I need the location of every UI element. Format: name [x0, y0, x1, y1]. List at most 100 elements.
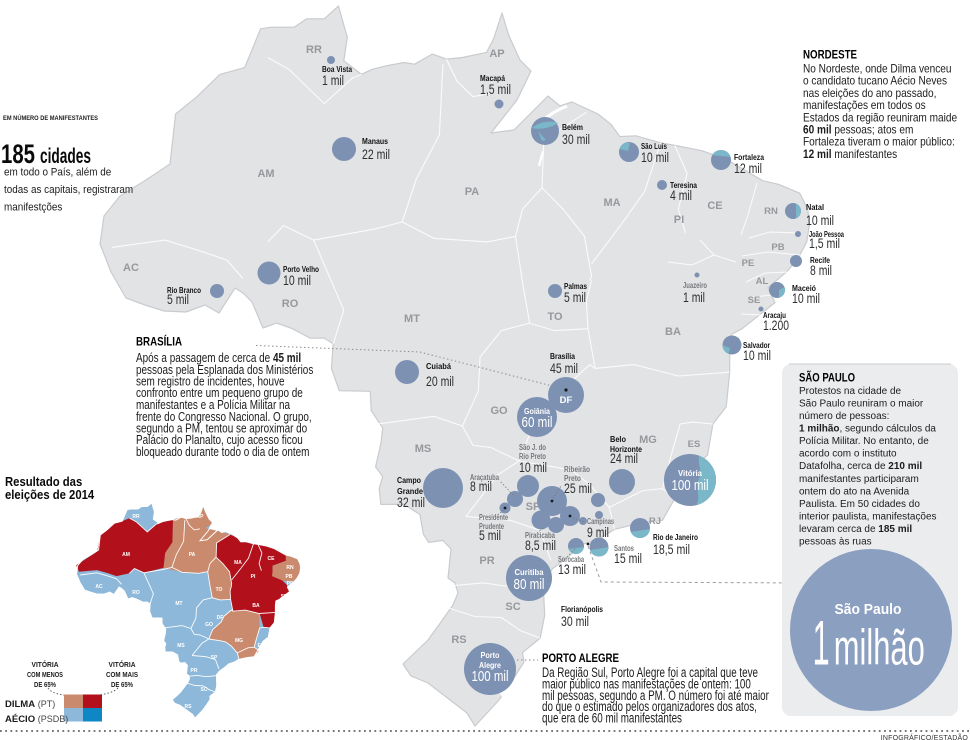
- svg-text:maior público nas manifestaçõe: maior público nas manifestações de ontem…: [542, 676, 751, 692]
- svg-text:do que o estimado pelos organi: do que o estimado pelos organizadores do…: [542, 699, 757, 715]
- svg-text:10 mil: 10 mil: [743, 348, 771, 363]
- svg-text:Belém: Belém: [562, 123, 583, 132]
- svg-text:PE: PE: [287, 581, 294, 587]
- svg-text:confronto entre um pequeno gru: confronto entre um pequeno grupo de: [136, 387, 303, 400]
- svg-text:DF: DF: [560, 395, 573, 406]
- svg-text:60 mil: 60 mil: [522, 414, 553, 431]
- svg-text:todas as capitais, registraram: todas as capitais, registraram: [4, 185, 133, 197]
- svg-text:AC: AC: [123, 262, 139, 274]
- svg-text:MT: MT: [404, 313, 420, 325]
- svg-text:MT: MT: [175, 601, 182, 607]
- svg-text:Curitiba: Curitiba: [515, 567, 544, 577]
- svg-text:10 mil: 10 mil: [806, 213, 834, 228]
- svg-text:13 mil: 13 mil: [558, 562, 586, 577]
- svg-text:levaram cerca de 185 mil: levaram cerca de 185 mil: [799, 524, 912, 535]
- svg-text:MA: MA: [234, 560, 242, 566]
- svg-text:15 mil: 15 mil: [614, 551, 642, 566]
- svg-text:Recife: Recife: [810, 256, 830, 265]
- svg-text:Rio Branco: Rio Branco: [167, 286, 201, 295]
- svg-text:SC: SC: [201, 687, 208, 693]
- svg-text:MS: MS: [177, 643, 185, 649]
- svg-text:nas eleições do ano passado,: nas eleições do ano passado,: [803, 87, 936, 100]
- svg-text:AL: AL: [756, 276, 769, 287]
- svg-text:RO: RO: [132, 590, 140, 596]
- svg-text:SP: SP: [211, 655, 218, 661]
- svg-text:ES: ES: [688, 439, 701, 450]
- svg-text:10 mil: 10 mil: [641, 150, 669, 165]
- svg-text:Cuiabá: Cuiabá: [426, 362, 452, 371]
- svg-text:9 mil: 9 mil: [587, 525, 609, 540]
- svg-text:Manaus: Manaus: [362, 137, 388, 146]
- svg-text:PI: PI: [674, 214, 684, 226]
- svg-text:10 mil: 10 mil: [519, 460, 547, 475]
- svg-text:No Nordeste, onde Dilma venceu: No Nordeste, onde Dilma venceu: [803, 63, 951, 76]
- svg-text:PR: PR: [191, 668, 198, 674]
- svg-text:TO: TO: [547, 311, 563, 323]
- svg-text:MS: MS: [415, 443, 432, 455]
- svg-text:Palácio do Planalto, cujo aces: Palácio do Planalto, cujo acesso ficou: [136, 434, 303, 447]
- svg-text:ontem do ato na Avenida: ontem do ato na Avenida: [799, 486, 910, 497]
- svg-text:1 mil: 1 mil: [683, 290, 705, 305]
- svg-text:Palmas: Palmas: [564, 282, 587, 291]
- svg-text:PA: PA: [465, 186, 480, 198]
- svg-text:5 mil: 5 mil: [564, 290, 586, 305]
- svg-text:AÉCIO (PSDB): AÉCIO (PSDB): [5, 714, 68, 725]
- svg-text:AM: AM: [257, 168, 274, 180]
- svg-text:SP: SP: [526, 501, 541, 513]
- svg-text:CE: CE: [268, 556, 276, 562]
- svg-text:pessoas às ruas: pessoas às ruas: [799, 536, 872, 547]
- svg-text:18,5 mil: 18,5 mil: [653, 542, 690, 557]
- svg-text:PA: PA: [189, 552, 196, 558]
- svg-text:SE: SE: [748, 295, 761, 306]
- svg-text:Aracaju: Aracaju: [763, 311, 786, 320]
- svg-text:PI: PI: [251, 574, 256, 580]
- svg-text:RR: RR: [132, 514, 140, 520]
- svg-text:RS: RS: [185, 704, 193, 710]
- svg-text:MG: MG: [639, 434, 657, 446]
- svg-text:em todo o País, além de: em todo o País, além de: [4, 167, 111, 179]
- svg-text:eleições de 2014: eleições de 2014: [5, 487, 94, 502]
- svg-text:manifestações em todos os: manifestações em todos os: [803, 99, 926, 112]
- svg-text:PE: PE: [742, 258, 755, 269]
- svg-text:30 mil: 30 mil: [562, 132, 590, 147]
- svg-text:sem registro de incidentes, ho: sem registro de incidentes, houve: [136, 375, 285, 388]
- svg-text:COM MENOS: COM MENOS: [27, 670, 63, 679]
- svg-text:RJ: RJ: [649, 516, 661, 527]
- svg-text:MA: MA: [603, 197, 620, 209]
- svg-text:Vitória: Vitória: [678, 468, 702, 478]
- svg-text:Resultado das: Resultado das: [5, 474, 82, 489]
- svg-text:24 mil: 24 mil: [610, 451, 638, 466]
- svg-text:12 mil: 12 mil: [734, 161, 762, 176]
- svg-text:1 mil: 1 mil: [322, 73, 344, 88]
- svg-text:EM NÚMERO DE MANIFESTANTES: EM NÚMERO DE MANIFESTANTES: [3, 113, 99, 122]
- svg-text:10 mil: 10 mil: [283, 273, 311, 288]
- svg-text:Campo: Campo: [397, 476, 421, 485]
- svg-text:São J. do: São J. do: [519, 443, 546, 452]
- svg-text:8,5 mil: 8,5 mil: [525, 538, 556, 553]
- svg-text:Florianópolis: Florianópolis: [561, 605, 603, 614]
- svg-text:Estados da região reuniram mai: Estados da região reuniram maide: [803, 112, 957, 125]
- svg-text:Piracicaba: Piracicaba: [525, 531, 555, 540]
- svg-text:1.200: 1.200: [763, 318, 789, 333]
- svg-text:1,5 mil: 1,5 mil: [480, 82, 511, 97]
- svg-text:PORTO ALEGRE: PORTO ALEGRE: [542, 653, 619, 665]
- svg-text:AL: AL: [289, 588, 296, 594]
- svg-text:BA: BA: [252, 603, 260, 609]
- svg-text:pessoas pela Esplanada dos Min: pessoas pela Esplanada dos Ministérios: [136, 364, 313, 377]
- svg-text:Grande: Grande: [397, 487, 424, 496]
- svg-text:PB: PB: [771, 242, 784, 253]
- svg-text:CE: CE: [707, 200, 722, 212]
- svg-text:manifestantes e a Polícia Mili: manifestantes e a Polícia Militar na: [136, 399, 291, 412]
- svg-text:São Paulo reuniram o maior: São Paulo reuniram o maior: [799, 398, 924, 409]
- svg-text:Brasília: Brasília: [550, 352, 575, 361]
- svg-text:Fortaleza tiveram o maior públ: Fortaleza tiveram o maior público:: [803, 136, 955, 149]
- svg-text:BA: BA: [665, 326, 681, 338]
- svg-text:Salvador: Salvador: [743, 341, 770, 350]
- svg-text:acordo com o instituto: acordo com o instituto: [799, 449, 897, 460]
- svg-text:Macapá: Macapá: [480, 74, 505, 83]
- svg-text:segundo a PM, tentou se aproxi: segundo a PM, tentou se aproximar do: [136, 422, 307, 435]
- svg-text:Juazeiro: Juazeiro: [683, 281, 707, 290]
- svg-text:mil pessoas, segundo a PM. O n: mil pessoas, segundo a PM. O número foi …: [542, 687, 769, 703]
- svg-text:GO: GO: [490, 405, 508, 417]
- svg-text:Belo: Belo: [610, 435, 626, 444]
